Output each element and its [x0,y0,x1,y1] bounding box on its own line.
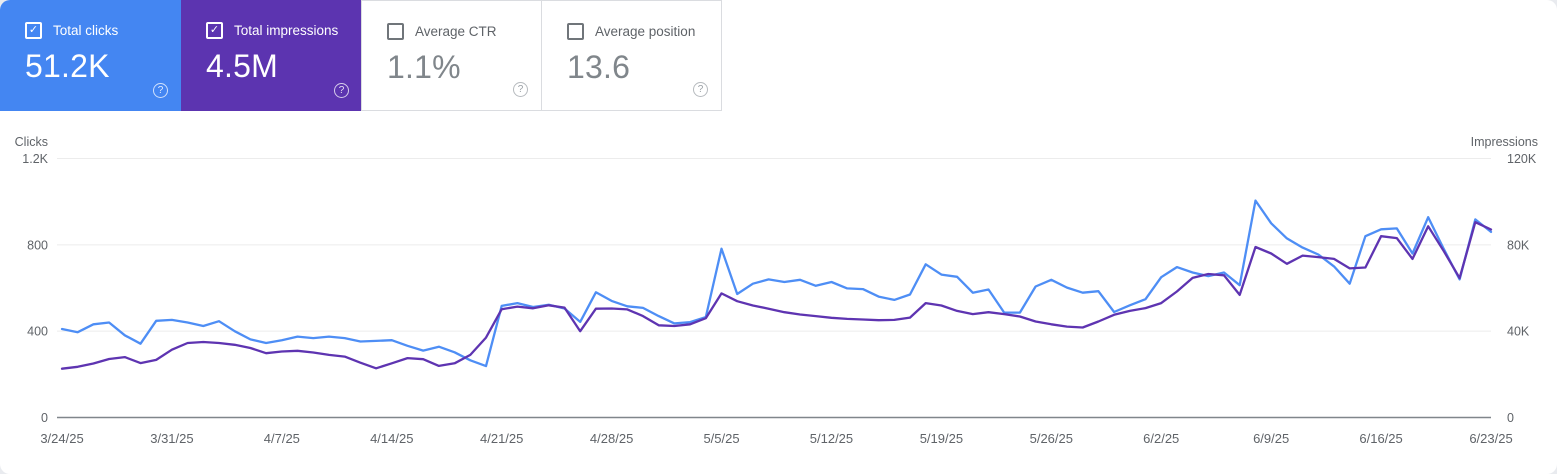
x-axis-tick-label: 6/9/25 [1253,431,1289,446]
metric-card-label: Average CTR [415,24,497,39]
help-icon[interactable]: ? [513,82,528,97]
metric-card-value: 51.2K [25,48,110,84]
left-axis-title: Clicks [15,135,48,149]
metric-card-average-position[interactable]: Average position 13.6 ? [541,0,722,111]
left-axis-tick-label: 800 [27,238,48,252]
checkbox-unchecked-icon[interactable] [567,23,584,40]
metric-card-value: 4.5M [206,48,278,84]
x-axis-tick-label: 5/5/25 [703,431,739,446]
metric-card-label: Total impressions [234,23,339,38]
metric-card-header: Average position [567,23,721,40]
checkbox-checked-icon[interactable]: ✓ [25,22,42,39]
right-axis-tick-label: 0 [1507,411,1514,425]
x-axis-tick-label: 4/14/25 [370,431,413,446]
x-axis-tick-label: 5/26/25 [1030,431,1073,446]
x-axis-tick-label: 6/2/25 [1143,431,1179,446]
metric-card-header: ✓ Total impressions [206,22,362,39]
right-axis-title: Impressions [1471,135,1538,149]
x-axis-tick-label: 3/24/25 [40,431,83,446]
left-axis-tick-label: 1.2K [22,152,48,166]
left-axis-tick-label: 0 [41,411,48,425]
x-axis-tick-label: 6/16/25 [1359,431,1402,446]
metric-card-label: Total clicks [53,23,119,38]
left-axis-tick-label: 400 [27,325,48,339]
clicks-line[interactable] [60,199,1493,368]
metric-card-value: 13.6 [567,49,631,85]
metric-card-value: 1.1% [387,49,461,85]
help-icon[interactable]: ? [693,82,708,97]
impressions-line[interactable] [60,221,1493,370]
x-axis-tick-label: 3/31/25 [150,431,193,446]
help-icon[interactable]: ? [153,83,168,98]
x-axis-tick-label: 5/19/25 [920,431,963,446]
x-axis-tick-label: 4/21/25 [480,431,523,446]
right-axis-tick-label: 120K [1507,152,1537,166]
metric-card-header: Average CTR [387,23,541,40]
right-axis-tick-label: 40K [1507,325,1530,339]
help-icon[interactable]: ? [334,83,349,98]
x-axis-tick-label: 5/12/25 [810,431,853,446]
checkbox-unchecked-icon[interactable] [387,23,404,40]
metric-card-average-ctr[interactable]: Average CTR 1.1% ? [361,0,542,111]
x-axis-tick-label: 6/23/25 [1469,431,1512,446]
x-axis-tick-label: 4/7/25 [264,431,300,446]
right-axis-tick-label: 80K [1507,238,1530,252]
metric-card-total-clicks[interactable]: ✓ Total clicks 51.2K ? [0,0,181,111]
metric-card-header: ✓ Total clicks [25,22,181,39]
metric-card-total-impressions[interactable]: ✓ Total impressions 4.5M ? [181,0,362,111]
checkbox-checked-icon[interactable]: ✓ [206,22,223,39]
metric-cards-row: ✓ Total clicks 51.2K ? ✓ Total impressio… [0,0,1557,111]
x-axis-tick-label: 4/28/25 [590,431,633,446]
metric-card-label: Average position [595,24,696,39]
